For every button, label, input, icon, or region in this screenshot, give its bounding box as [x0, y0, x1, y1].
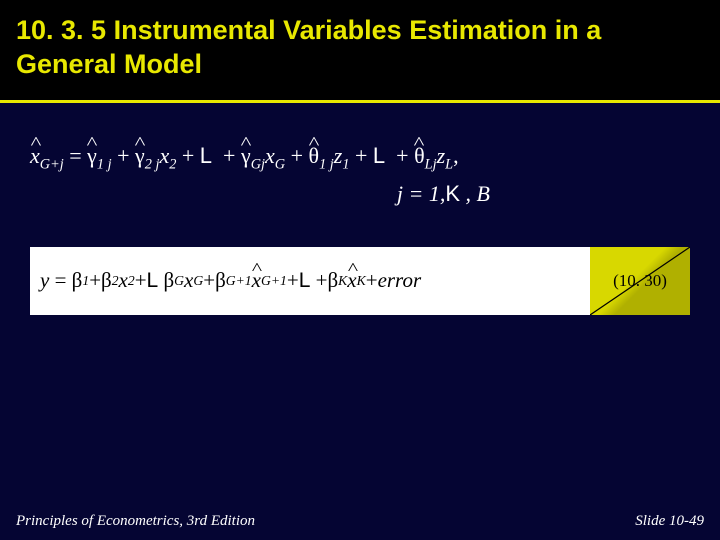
- eq2-xGs: G: [193, 273, 203, 289]
- eq2-dots-1: L: [147, 269, 159, 293]
- title-bar: 10. 3. 5 Instrumental Variables Estimati…: [0, 0, 720, 103]
- eq2-lhs: y: [40, 268, 49, 293]
- eq2-dots-2: L: [299, 269, 311, 293]
- eq2-bG1: β: [215, 268, 226, 293]
- eq2-bK: β: [327, 268, 338, 293]
- eq2-xG: x: [184, 268, 193, 293]
- eq1-dots-1: L: [200, 143, 212, 168]
- eq1-t2-coef: γ: [135, 143, 145, 169]
- eq1-dots-2: L: [373, 143, 385, 168]
- eq2-xKs: K: [357, 273, 366, 289]
- eq1-t4-varsub: 1: [342, 156, 349, 172]
- eq2-xG1: x: [252, 268, 261, 293]
- equation-number-cell: (10. 30): [590, 247, 690, 315]
- eq2-xK: x: [347, 268, 356, 293]
- eq2-b1: β: [72, 268, 83, 293]
- footer-left: Principles of Econometrics, 3rd Edition: [16, 513, 255, 530]
- eq1b-pre: j = 1,: [397, 181, 445, 206]
- eq1-t3-coef: γ: [241, 143, 251, 169]
- footer: Principles of Econometrics, 3rd Edition …: [16, 513, 704, 530]
- eq1-t3-varsub: G: [275, 156, 285, 172]
- eq1-t5-coef: θ: [414, 143, 425, 169]
- eq2-x2s: 2: [128, 273, 135, 289]
- eq2-b1s: 1: [82, 273, 89, 289]
- eq1b-post: , B: [460, 181, 490, 206]
- eq2-xG1s: G+1: [261, 273, 287, 289]
- equation-1-range: j = 1,K , B: [30, 181, 700, 207]
- footer-right: Slide 10-49: [635, 513, 704, 530]
- eq1-t5-var: z: [437, 143, 446, 168]
- eq2-bG: β: [163, 268, 174, 293]
- equation-number: (10. 30): [613, 271, 667, 291]
- eq1-t1-sub: 1 j: [97, 156, 112, 172]
- eq1-lhs-var: x: [30, 143, 40, 169]
- eq1-t2-varsub: 2: [169, 156, 176, 172]
- eq1-t1-coef: γ: [87, 143, 97, 169]
- eq2-b2s: 2: [112, 273, 119, 289]
- equation-1: xG+j = γ1 j + γ2 jx2 + L + γGjxG + θ1 jz…: [30, 143, 700, 173]
- eq1-t2-sub: 2 j: [145, 156, 160, 172]
- eq1-t4-sub: 1 j: [319, 156, 334, 172]
- eq1-tail: ,: [453, 143, 459, 168]
- eq2-bKs: K: [338, 273, 347, 289]
- eq1-t3-sub: Gj: [251, 156, 265, 172]
- equation-2: y = β1 + β2x2 + L βGxG + βG+1xG+1 + L + …: [30, 247, 590, 315]
- eq1b-mid: K: [445, 181, 460, 206]
- eq2-err: error: [378, 268, 422, 293]
- content-area: xG+j = γ1 j + γ2 jx2 + L + γGjxG + θ1 jz…: [0, 103, 720, 315]
- eq1-t5-sub: Lj: [425, 156, 437, 172]
- eq2-bG1s: G+1: [226, 273, 252, 289]
- eq1-t3-var: x: [265, 143, 275, 168]
- eq2-b2: β: [101, 268, 112, 293]
- eq2-bGs: G: [174, 273, 184, 289]
- eq1-t2-var: x: [159, 143, 169, 168]
- eq1-t4-coef: θ: [309, 143, 320, 169]
- eq2-x2: x: [119, 268, 128, 293]
- eq1-t5-varsub: L: [445, 156, 453, 172]
- equation-2-row: y = β1 + β2x2 + L βGxG + βG+1xG+1 + L + …: [30, 247, 700, 315]
- slide-title: 10. 3. 5 Instrumental Variables Estimati…: [16, 14, 704, 82]
- eq1-lhs-sub: G+j: [40, 156, 64, 172]
